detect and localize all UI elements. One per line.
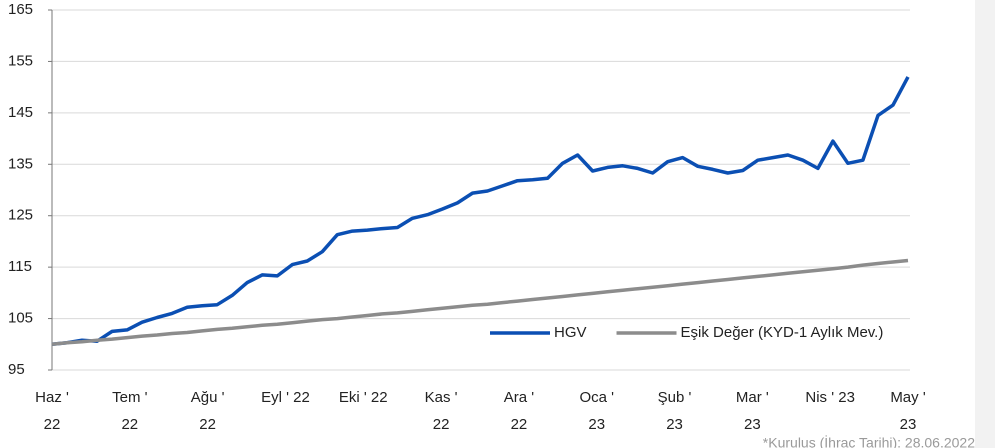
side-strip bbox=[975, 0, 995, 448]
y-tick-label: 115 bbox=[8, 258, 32, 275]
series-line bbox=[51, 258, 909, 347]
series-line bbox=[51, 76, 910, 347]
x-tick-label: Tem ' 22 bbox=[112, 389, 148, 433]
x-tick-label: Şub ' 23 bbox=[658, 389, 692, 433]
y-tick-label: 125 bbox=[8, 207, 33, 224]
x-tick-label: Ara ' 22 bbox=[504, 389, 535, 433]
x-tick-label: Oca ' 23 bbox=[579, 389, 614, 433]
y-tick-label: 165 bbox=[8, 1, 33, 18]
y-tick-label: 155 bbox=[8, 52, 33, 69]
legend-label: Eşik Değer (KYD-1 Aylık Mev.) bbox=[681, 324, 884, 341]
legend-label: HGV bbox=[554, 324, 587, 341]
footnote: *Kuruluş (İhraç Tarihi): 28.06.2022 bbox=[763, 434, 975, 448]
y-tick-label: 95 bbox=[8, 361, 25, 378]
y-tick-label: 135 bbox=[8, 155, 33, 172]
y-tick-label: 145 bbox=[8, 104, 33, 121]
x-tick-label: Mar ' 23 bbox=[736, 389, 769, 433]
y-tick-label: 105 bbox=[8, 310, 33, 327]
x-tick-label: Eki ' 22 bbox=[339, 389, 388, 406]
x-tick-label: Kas ' 22 bbox=[425, 389, 458, 433]
x-tick-label: Eyl ' 22 bbox=[261, 389, 310, 406]
x-tick-label: Haz ' 22 bbox=[35, 389, 69, 433]
x-tick-label: Ağu ' 22 bbox=[191, 389, 225, 433]
x-tick-label: Nis ' 23 bbox=[805, 389, 855, 406]
x-tick-label: May ' 23 bbox=[890, 389, 926, 433]
